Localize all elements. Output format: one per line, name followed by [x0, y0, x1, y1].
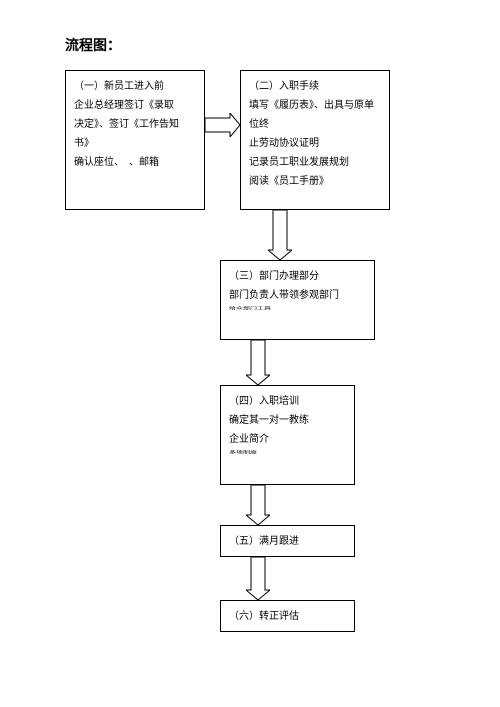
flow-node-line: （二）入职手续: [249, 77, 381, 96]
flow-node-line: 书》: [74, 134, 196, 153]
flow-node-line: 确定其一对一教练: [229, 411, 346, 430]
flow-node-line: 确认座位、 、邮箱: [74, 153, 196, 172]
flow-node-line: 企业总经理签订《录取: [74, 96, 196, 115]
flow-node-line: （五）满月跟进: [229, 532, 346, 551]
flow-arrow: [246, 557, 270, 600]
flow-node-line: 给众部门工具: [229, 305, 366, 312]
flow-arrow: [246, 340, 270, 385]
flow-node-n5: （五）满月跟进: [220, 525, 355, 557]
flow-arrow: [246, 485, 270, 525]
flow-node-line: 填写《履历表》、出具与原单位终: [249, 96, 381, 134]
flow-node-line: 决定》、签订《工作告知: [74, 115, 196, 134]
flow-node-line: （六）转正评估: [229, 607, 346, 626]
flow-node-line: 记录员工职业发展规划: [249, 153, 381, 172]
flow-node-n3: （三）部门办理部分部门负责人带领参观部门给众部门工具: [220, 260, 375, 340]
flow-node-n2: （二）入职手续填写《履历表》、出具与原单位终止劳动协议证明记录员工职业发展规划阅…: [240, 70, 390, 210]
flow-node-line: （一）新员工进入前: [74, 77, 196, 96]
flow-node-line: （三）部门办理部分: [229, 267, 366, 286]
flow-node-line: 止劳动协议证明: [249, 134, 381, 153]
flow-node-line: 阅读《员工手册》: [249, 172, 381, 191]
flow-node-n1: （一）新员工进入前企业总经理签订《录取决定》、签订《工作告知书》确认座位、 、邮…: [65, 70, 205, 210]
flow-node-n4: （四）入职培训确定其一对一教练企业简介多项制度: [220, 385, 355, 485]
flow-arrow: [268, 210, 292, 260]
flow-arrow: [205, 113, 240, 137]
flow-node-n6: （六）转正评估: [220, 600, 355, 632]
flow-node-line: 企业简介: [229, 430, 346, 449]
flow-node-line: 部门负责人带领参观部门: [229, 286, 366, 305]
flow-node-line: 多项制度: [229, 449, 346, 456]
page-title: 流程图：: [65, 35, 121, 55]
flow-node-line: （四）入职培训: [229, 392, 346, 411]
